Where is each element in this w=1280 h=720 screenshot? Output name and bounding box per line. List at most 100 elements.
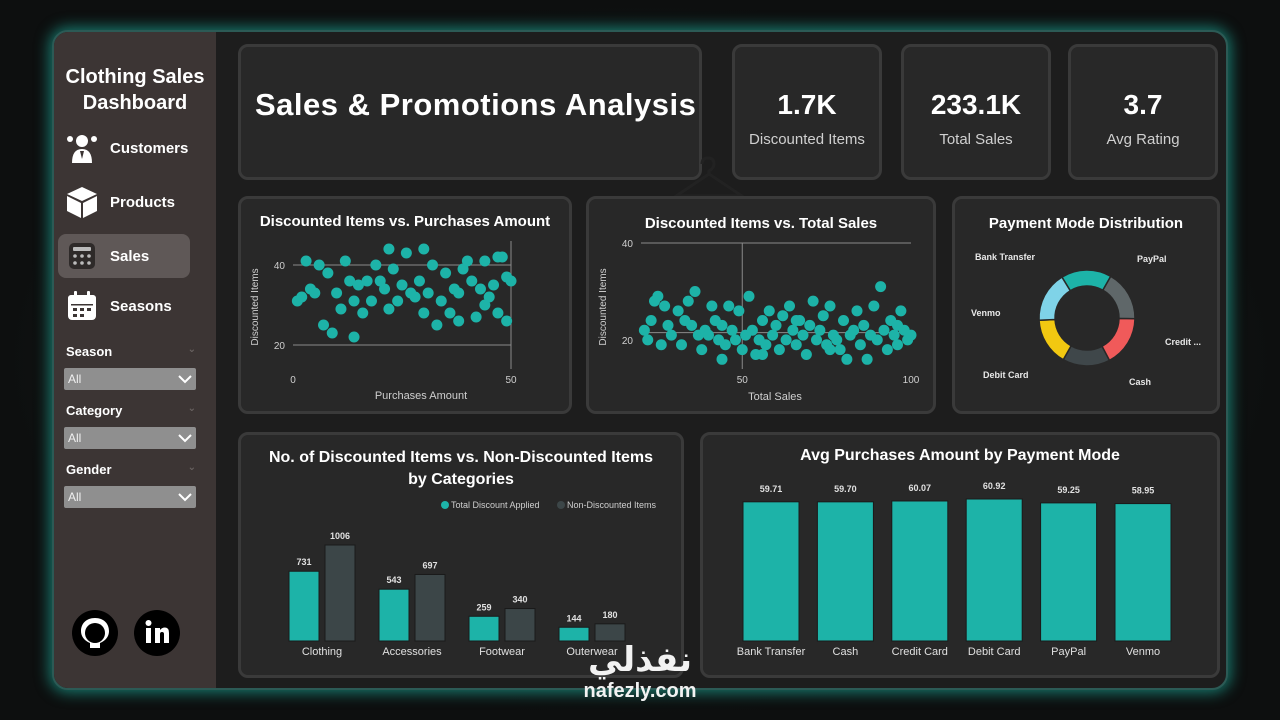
data-point [797, 329, 809, 341]
kpi-value: 1.7K [777, 89, 837, 120]
data-point [400, 247, 412, 259]
kpi-card-total-sales: 233.1K Total Sales [901, 44, 1051, 180]
data-point [767, 329, 779, 341]
calendar-icon [62, 288, 102, 324]
data-point [645, 315, 657, 327]
data-point [841, 353, 853, 365]
category-bars-chart: Total Discount Applied Non-Discounted It… [288, 500, 657, 658]
data-point [780, 334, 792, 346]
nav-item-seasons[interactable]: Seasons [58, 284, 190, 328]
category-bars-card: No. of Discounted Items vs. Non-Discount… [238, 432, 684, 678]
bar [504, 608, 536, 642]
data-point [723, 300, 735, 312]
bar-value-label: 59.25 [1057, 485, 1080, 495]
x-axis-label: Total Sales [748, 391, 802, 403]
data-point [422, 287, 434, 299]
gender-value: All [68, 490, 82, 504]
dashboard-title: Clothing Sales Dashboard [54, 64, 216, 116]
data-point [784, 300, 795, 312]
nav-item-sales[interactable]: Sales [58, 234, 190, 278]
chevron-down-icon [178, 434, 192, 443]
customers-icon [62, 130, 102, 166]
category-label: Venmo [1126, 646, 1160, 658]
page-title: Sales & Promotions Analysis [255, 87, 697, 122]
data-point [790, 315, 802, 327]
chart-title-line2: by Categories [408, 471, 514, 488]
category-label: Accessories [382, 646, 442, 658]
data-point [431, 319, 443, 331]
data-point [365, 295, 377, 307]
data-point [392, 295, 404, 307]
chevron-down-icon[interactable]: ⌄ [187, 462, 196, 473]
category-dropdown[interactable]: All [64, 427, 196, 449]
bar-value-label: 144 [566, 613, 581, 623]
y-axis-label: Discounted Items [598, 268, 609, 345]
chart-title: Discounted Items vs. Purchases Amount [259, 213, 551, 230]
linkedin-icon[interactable] [132, 608, 182, 658]
data-point [800, 348, 812, 360]
category-label: Bank Transfer [737, 646, 806, 658]
bar [288, 570, 320, 642]
data-point [854, 339, 866, 351]
chevron-down-icon[interactable]: ⌄ [187, 403, 196, 414]
legend-swatch-discount [441, 501, 449, 509]
nav-label-products: Products [110, 193, 176, 211]
kpi-label: Total Sales [939, 131, 1013, 148]
header-card: Sales & Promotions Analysis [238, 44, 702, 180]
bar [1114, 503, 1172, 642]
data-point [470, 311, 482, 323]
donut-slice [1038, 276, 1072, 322]
bar-value-label: 731 [296, 557, 311, 567]
data-point [790, 339, 802, 351]
kpi-card-discounted-items: 1.7K Discounted Items [732, 44, 882, 180]
donut-slice [1038, 318, 1073, 361]
season-dropdown[interactable]: All [64, 368, 196, 390]
y-tick-label: 20 [622, 336, 634, 347]
scatter-sales-chart: Discounted Items Total Sales 20 40 50 100 [598, 239, 920, 403]
category-label: Category [66, 403, 123, 418]
data-point [361, 275, 373, 287]
gender-dropdown[interactable]: All [64, 486, 196, 508]
nav-item-products[interactable]: Products [58, 180, 190, 224]
chevron-down-icon[interactable]: ⌄ [187, 344, 196, 355]
data-point [335, 303, 347, 315]
data-point [848, 324, 860, 336]
x-tick-label: 100 [903, 375, 920, 386]
data-point [716, 319, 728, 331]
data-point [322, 267, 334, 279]
data-point [313, 259, 325, 271]
data-point [387, 263, 399, 275]
payment-bars-chart: 59.71 Bank Transfer 59.70 Cash 60.07 Credit C… [737, 481, 1172, 658]
bar-value-label: 58.95 [1132, 486, 1155, 496]
bar-value-label: 543 [386, 575, 401, 585]
data-point [344, 275, 356, 287]
github-icon[interactable] [70, 608, 120, 658]
box-icon [62, 184, 102, 220]
data-point [736, 344, 748, 356]
data-point [881, 344, 893, 356]
nav-label-seasons: Seasons [110, 297, 172, 315]
data-point [638, 324, 650, 336]
bar [965, 498, 1023, 642]
chevron-down-icon [178, 375, 192, 384]
data-point [326, 327, 338, 339]
data-point [444, 307, 456, 319]
chart-title: Discounted Items vs. Total Sales [644, 215, 878, 232]
watermark-arabic: نفذلي [587, 641, 693, 679]
data-point [418, 243, 430, 255]
chart-title-line1: No. of Discounted Items vs. Non-Discount… [268, 449, 654, 466]
category-label: Outerwear [566, 646, 618, 658]
scatter-sales-card: Discounted Items vs. Total Sales Discoun… [586, 196, 936, 414]
data-point [817, 310, 829, 322]
data-point [763, 305, 775, 317]
data-point [804, 319, 816, 331]
category-value: All [68, 431, 82, 445]
sales-icon [62, 238, 102, 274]
data-point [492, 251, 504, 263]
category-label: Cash [833, 646, 859, 658]
data-point [851, 305, 863, 317]
chevron-down-icon [178, 493, 192, 502]
kpi-card-avg-rating: 3.7 Avg Rating [1068, 44, 1218, 180]
bar [891, 500, 949, 642]
nav-item-customers[interactable]: Customers [58, 126, 190, 170]
